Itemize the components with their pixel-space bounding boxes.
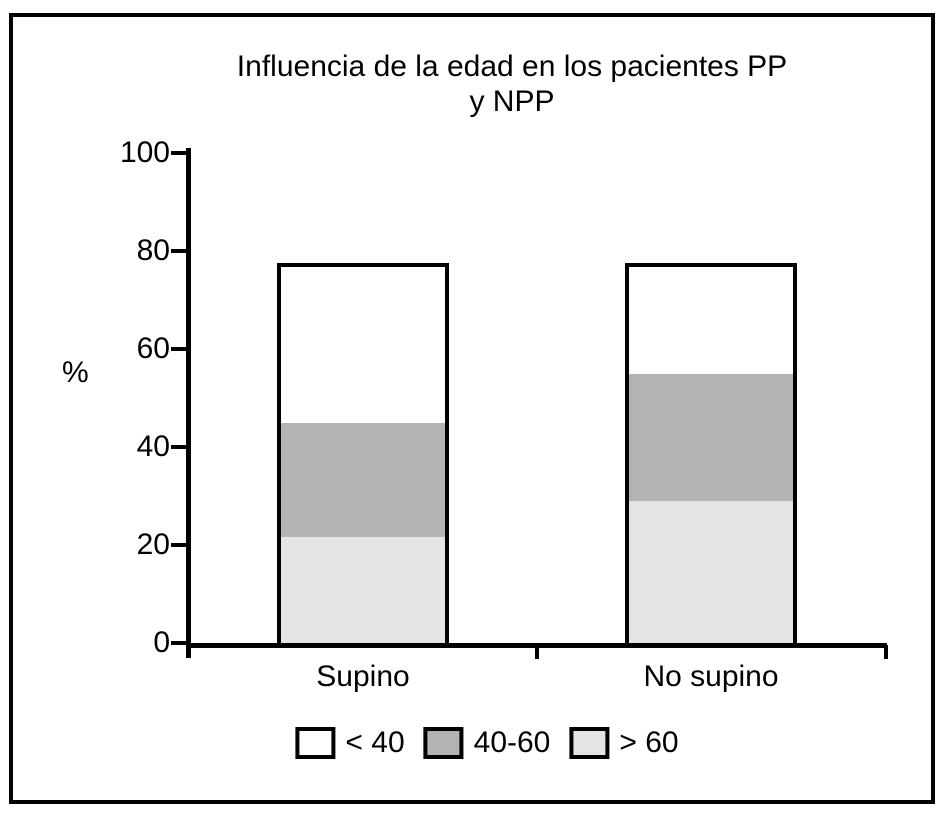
x-category-label: Supino <box>316 660 410 693</box>
bar-segment <box>625 500 797 643</box>
legend: < 40 40-60 > 60 <box>295 726 679 760</box>
bar-segment <box>277 263 449 423</box>
y-tick-label: 0 <box>153 626 170 659</box>
y-tick-mark <box>171 249 186 253</box>
chart-title: Influencia de la edad en los pacientes P… <box>237 49 787 119</box>
bar-outline <box>625 263 797 647</box>
x-tick-mark <box>884 645 888 659</box>
legend-label: 40-60 <box>473 726 551 759</box>
x-category-label: No supino <box>643 660 779 693</box>
legend-label: < 40 <box>345 726 405 759</box>
bar-segment <box>277 422 449 537</box>
y-axis-line <box>186 148 191 658</box>
legend-label: > 60 <box>619 726 679 759</box>
y-tick-label: 40 <box>136 430 170 463</box>
y-tick-mark <box>171 445 186 449</box>
bar-outline <box>277 263 449 647</box>
legend-swatch <box>423 727 464 759</box>
legend-swatch <box>295 727 336 759</box>
y-tick-label: 100 <box>119 136 170 169</box>
chart-title-line2: y NPP <box>469 85 555 118</box>
legend-item: < 40 <box>295 726 405 760</box>
y-tick-label: 20 <box>136 528 170 561</box>
y-tick-mark <box>171 347 186 351</box>
bar-segment <box>277 536 449 643</box>
y-tick-mark <box>171 641 186 645</box>
y-tick-mark <box>171 543 186 547</box>
bar-segment <box>625 373 797 501</box>
x-tick-mark <box>535 645 539 659</box>
y-axis-label: % <box>62 356 89 389</box>
legend-item: 40-60 <box>423 726 551 760</box>
y-tick-label: 60 <box>136 332 170 365</box>
y-tick-label: 80 <box>136 234 170 267</box>
y-tick-mark <box>171 151 186 155</box>
legend-item: > 60 <box>569 726 679 760</box>
chart-frame <box>9 13 935 804</box>
chart-title-line1: Influencia de la edad en los pacientes P… <box>236 50 788 83</box>
bar-segment <box>625 263 797 374</box>
legend-swatch <box>569 727 610 759</box>
